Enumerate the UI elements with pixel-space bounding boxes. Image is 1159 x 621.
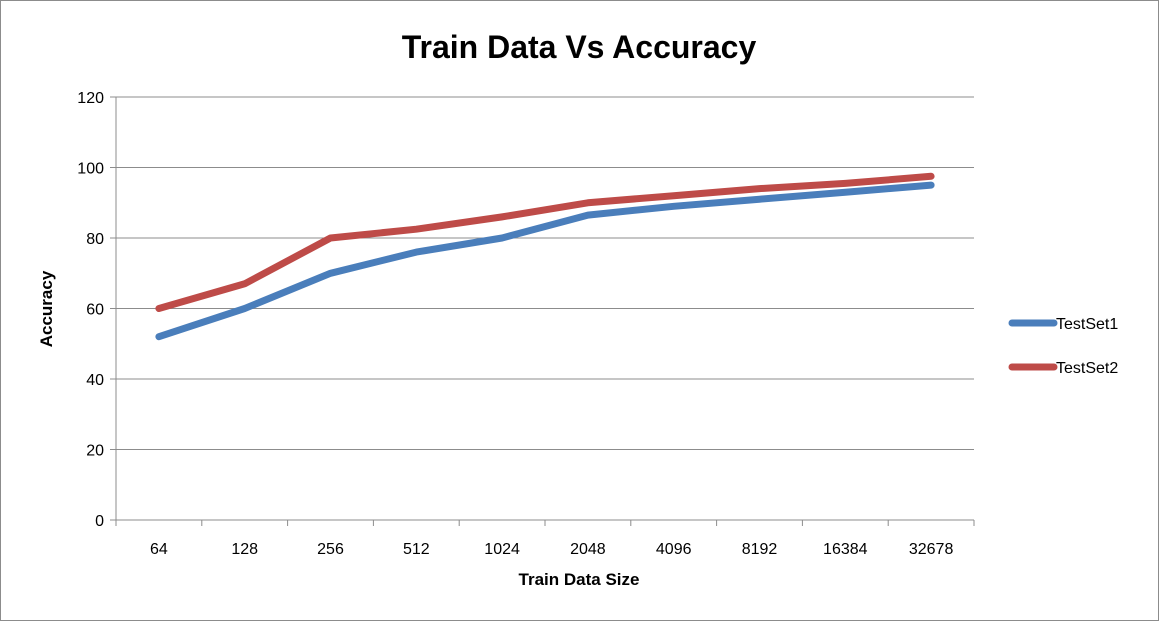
y-tick-labels: 0 20 40 60 80 100 120 <box>77 90 104 530</box>
x-tick-labels: 64 128 256 512 1024 2048 4096 8192 16384 32678 <box>150 541 953 558</box>
axes <box>110 96 975 526</box>
data-point <box>673 205 675 207</box>
series-line-testset2 <box>155 172 935 312</box>
legend: TestSet1 TestSet2 <box>1008 316 1118 377</box>
legend-label: TestSet1 <box>1056 316 1118 333</box>
y-tick-label: 40 <box>86 372 104 389</box>
y-tick-label: 100 <box>77 161 104 178</box>
data-point <box>930 184 932 186</box>
y-tick-label: 120 <box>77 90 104 107</box>
data-point <box>158 308 160 309</box>
data-point <box>759 198 760 200</box>
x-tick-label: 32678 <box>909 541 954 558</box>
x-tick-label: 1024 <box>484 541 520 558</box>
data-point <box>330 237 331 239</box>
x-tick-label: 8192 <box>742 541 778 558</box>
data-point <box>587 202 589 204</box>
y-tick-label: 80 <box>86 231 104 248</box>
data-point <box>930 175 932 177</box>
x-tick-label: 2048 <box>570 541 606 558</box>
chart-title: Train Data Vs Accuracy <box>402 29 757 65</box>
y-tick-label: 60 <box>86 302 104 319</box>
legend-label: TestSet2 <box>1056 360 1118 377</box>
data-point <box>330 272 331 274</box>
data-point <box>244 308 246 309</box>
series-lines <box>155 172 935 341</box>
data-point <box>587 214 589 216</box>
series-line-testset1 <box>155 181 935 341</box>
data-point <box>244 283 246 285</box>
x-tick-label: 512 <box>403 541 430 558</box>
data-point <box>415 251 417 253</box>
y-axis-label: Accuracy <box>37 270 56 347</box>
data-point <box>759 188 760 190</box>
data-point <box>501 216 503 218</box>
data-point <box>415 228 417 230</box>
y-tick-label: 0 <box>95 513 104 530</box>
grid-lines <box>116 96 974 450</box>
data-point <box>501 237 503 239</box>
data-point <box>158 336 160 338</box>
x-tick-label: 256 <box>317 541 344 558</box>
x-tick-label: 128 <box>231 541 258 558</box>
data-point <box>844 182 846 184</box>
data-point <box>844 191 846 193</box>
x-axis-label: Train Data Size <box>519 570 640 589</box>
data-point <box>673 195 675 197</box>
y-tick-label: 20 <box>86 443 104 460</box>
x-tick-label: 16384 <box>823 541 868 558</box>
x-tick-label: 64 <box>150 541 168 558</box>
x-tick-label: 4096 <box>656 541 692 558</box>
